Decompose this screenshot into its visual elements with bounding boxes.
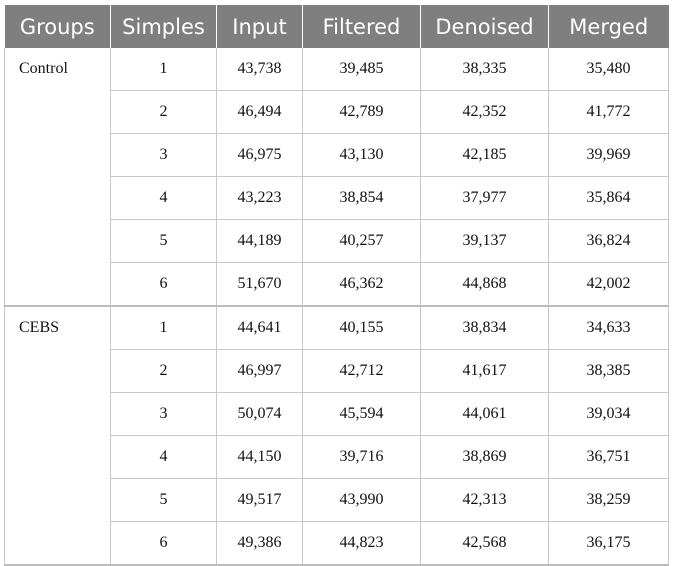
sample-cell: 2 [110,349,217,393]
filtered-cell: 40,155 [302,306,421,350]
merged-cell: 35,864 [548,176,669,220]
filtered-cell: 42,789 [302,90,421,134]
filtered-cell: 43,990 [302,478,421,522]
denoised-cell: 39,137 [420,219,549,263]
table-row: 2 46,494 42,789 42,352 41,772 [5,90,669,134]
input-cell: 50,074 [216,392,303,436]
sample-cell: 4 [110,176,217,220]
table-row: CEBS 1 44,641 40,155 38,834 34,633 [4,306,669,566]
input-cell: 44,150 [216,435,303,479]
merged-cell: 36,175 [548,521,669,566]
table-header: Groups Simples Input Filtered Denoised M… [4,5,669,48]
input-cell: 44,641 [216,306,303,350]
header-denoised: Denoised [420,5,549,48]
input-cell: 49,386 [216,521,303,566]
denoised-cell: 38,834 [420,306,549,350]
table-row: 6 51,670 46,362 44,868 42,002 [5,262,669,307]
table-row: 3 50,074 45,594 44,061 39,034 [5,392,669,436]
input-cell: 46,494 [216,90,303,134]
sample-cell: 3 [110,133,217,177]
sample-cell: 1 [110,48,217,91]
merged-cell: 38,259 [548,478,669,522]
denoised-cell: 37,977 [420,176,549,220]
table-row: Control 1 43,738 39,485 38,335 35,480 [4,48,669,307]
input-cell: 44,189 [216,219,303,263]
filtered-cell: 46,362 [302,262,421,307]
table-row: 3 46,975 43,130 42,185 39,969 [5,133,669,177]
merged-cell: 42,002 [548,262,669,307]
group-label: CEBS [4,306,111,566]
merged-cell: 41,772 [548,90,669,134]
input-cell: 43,738 [216,48,303,91]
merged-cell: 34,633 [548,306,669,350]
table-body: Control 1 43,738 39,485 38,335 35,480 2 46,494 4… [4,48,669,566]
merged-cell: 39,969 [548,133,669,177]
denoised-cell: 42,185 [420,133,549,177]
denoised-cell: 38,869 [420,435,549,479]
sample-cell: 1 [110,306,217,350]
denoised-cell: 41,617 [420,349,549,393]
input-cell: 43,223 [216,176,303,220]
denoised-cell: 42,313 [420,478,549,522]
denoised-cell: 38,335 [420,48,549,91]
sample-cell: 6 [110,262,217,307]
input-cell: 49,517 [216,478,303,522]
table-row: 4 43,223 38,854 37,977 35,864 [5,176,669,220]
merged-cell: 36,824 [548,219,669,263]
table-row: 2 46,997 42,712 41,617 38,385 [5,349,669,393]
filtered-cell: 39,485 [302,48,421,91]
table-row: 5 44,189 40,257 39,137 36,824 [5,219,669,263]
denoised-cell: 44,868 [420,262,549,307]
filtered-cell: 38,854 [302,176,421,220]
filtered-cell: 42,712 [302,349,421,393]
filtered-cell: 40,257 [302,219,421,263]
header-row: Groups Simples Input Filtered Denoised M… [4,5,669,48]
input-cell: 46,997 [216,349,303,393]
denoised-cell: 42,568 [420,521,549,566]
header-simples: Simples [110,5,217,48]
sample-cell: 6 [110,521,217,566]
header-merged: Merged [548,5,669,48]
table-row: 4 44,150 39,716 38,869 36,751 [5,435,669,479]
sample-cell: 2 [110,90,217,134]
sample-cell: 5 [110,478,217,522]
denoised-cell: 42,352 [420,90,549,134]
input-cell: 46,975 [216,133,303,177]
filtered-cell: 45,594 [302,392,421,436]
filtered-cell: 39,716 [302,435,421,479]
merged-cell: 36,751 [548,435,669,479]
merged-cell: 38,385 [548,349,669,393]
data-table: Groups Simples Input Filtered Denoised M… [4,5,669,566]
sample-cell: 4 [110,435,217,479]
table-row: 5 49,517 43,990 42,313 38,259 [5,478,669,522]
denoised-cell: 44,061 [420,392,549,436]
sample-cell: 5 [110,219,217,263]
merged-cell: 39,034 [548,392,669,436]
merged-cell: 35,480 [548,48,669,91]
group-label: Control [4,48,111,307]
input-cell: 51,670 [216,262,303,307]
sample-cell: 3 [110,392,217,436]
filtered-cell: 44,823 [302,521,421,566]
filtered-cell: 43,130 [302,133,421,177]
header-filtered: Filtered [302,5,421,48]
header-groups: Groups [4,5,111,48]
header-input: Input [216,5,303,48]
